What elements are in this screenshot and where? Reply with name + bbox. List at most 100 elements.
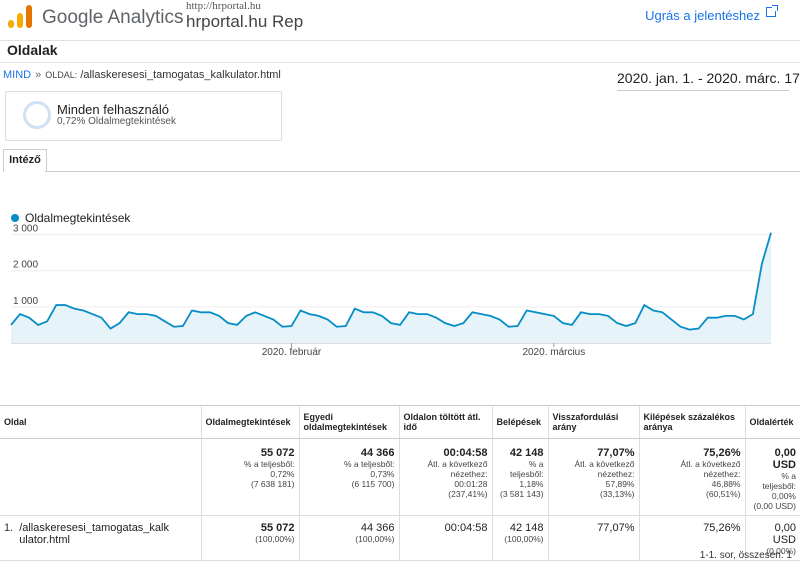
property-url[interactable]: http://hrportal.hu — [186, 0, 261, 12]
totals-subtext: (3 581 143) — [500, 489, 544, 499]
totals-subtext: 46,88% — [711, 479, 741, 489]
top-bar — [0, 0, 800, 41]
totals-value: 0,00 USD — [772, 447, 796, 471]
totals-value: 44 366 — [360, 447, 395, 459]
totals-subtext: nézethez: — [597, 469, 635, 479]
metric-percent: (100,00%) — [504, 534, 544, 544]
column-header[interactable]: Belépések — [491, 405, 548, 439]
totals-subtext: % a teljesből: — [343, 459, 395, 469]
totals-subtext: 1,18% — [519, 479, 544, 489]
metric-cell: 77,07% — [547, 515, 639, 561]
totals-subtext: (6 115 700) — [351, 479, 395, 489]
breadcrumb-separator: » — [35, 69, 42, 81]
column-header[interactable]: Kilépések százalékos aránya — [638, 405, 745, 439]
totals-value: 77,07% — [597, 447, 635, 459]
metric-value: 00:04:58 — [444, 522, 488, 534]
totals-subtext: % a — [528, 459, 544, 469]
totals-cell: 0,00 USD% a teljesből: 0,00% (0,00 USD) — [744, 438, 800, 516]
column-header[interactable]: Oldalérték — [744, 405, 800, 439]
data-table: Oldal Oldalmegtekintések Egyedi oldalmegte… — [0, 405, 800, 561]
totals-subtext: teljesből: — [762, 481, 796, 491]
column-header[interactable]: Oldal — [0, 405, 201, 439]
totals-value: 55 072 — [260, 447, 295, 459]
totals-subtext: Átl. a következő — [680, 459, 741, 469]
totals-subtext: nézethez: — [450, 469, 488, 479]
totals-value: 00:04:58 — [443, 447, 488, 459]
metric-value: 77,07% — [597, 522, 635, 534]
segment-subtitle: 0,72% Oldalmegtekintések — [57, 116, 176, 127]
totals-subtext: 0,72% — [270, 469, 295, 479]
metric-percent: (100,00%) — [255, 534, 295, 544]
totals-subtext: Átl. a következő — [427, 459, 488, 469]
totals-subtext: (0,00 USD) — [753, 501, 796, 511]
column-header[interactable]: Oldalon töltött átl. idő — [398, 405, 492, 439]
totals-subtext: % a teljesből: — [243, 459, 295, 469]
breadcrumb: MIND» OLDAL: /allaskeresesi_tamogatas_kal… — [3, 69, 281, 81]
page-cell: 1. /allaskeresesi_tamogatas_kalkulator.ht… — [0, 515, 201, 561]
totals-cell: 77,07% Átl. a következő nézethez: 57,89% (33… — [547, 438, 639, 516]
date-range-picker[interactable]: 2020. jan. 1. - 2020. márc. 17. — [617, 70, 800, 86]
table-header-row: Oldal Oldalmegtekintések Egyedi oldalmegte… — [0, 405, 800, 439]
metric-value: 75,26% — [703, 522, 741, 534]
jump-to-report-link[interactable]: Ugrás a jelentéshez — [645, 8, 760, 23]
metric-value: 55 072 — [260, 522, 295, 534]
tab-explorer[interactable]: Intéző — [3, 149, 47, 172]
metric-value: 42 148 — [509, 522, 544, 534]
legend-series-name[interactable]: Oldalmegtekintések — [25, 211, 131, 225]
totals-subtext: nézethez: — [703, 469, 741, 479]
metric-value: 44 366 — [360, 522, 395, 534]
breadcrumb-value: /allaskeresesi_tamogatas_kalkulator.html — [80, 69, 281, 81]
line-chart: 1 000 2 000 3 000 2020. február 2020. márci… — [10, 224, 772, 358]
tab-divider — [45, 171, 800, 172]
series-area — [11, 232, 771, 343]
segment-name: Minden felhasználó — [57, 102, 170, 117]
analytics-logo-icon[interactable] — [7, 4, 33, 35]
metric-percent: (100,00%) — [355, 534, 395, 544]
series-line — [10, 232, 772, 331]
column-header[interactable]: Visszafordulási arány — [547, 405, 639, 439]
segment-card[interactable]: Minden felhasználó 0,72% Oldalmegtekinté… — [5, 91, 282, 141]
totals-cell: 00:04:58 Átl. a következő nézethez: 00:01:2… — [398, 438, 492, 516]
totals-cell: 42 148% a teljesből: 1,18% (3 581 143) — [491, 438, 548, 516]
totals-cell: 44 366% a teljesből: 0,73% (6 115 700) — [298, 438, 399, 516]
totals-subtext: 00:01:28 — [454, 479, 488, 489]
breadcrumb-label: OLDAL: — [45, 70, 78, 80]
table-row: 1. /allaskeresesi_tamogatas_kalkulator.ht… — [0, 515, 800, 561]
page-link[interactable]: /allaskeresesi_tamogatas_kalkulator.html — [19, 522, 169, 546]
totals-subtext: (60,51%) — [706, 489, 741, 499]
y-tick-label: 2 000 — [13, 260, 38, 271]
totals-subtext: (33,13%) — [600, 489, 635, 499]
metric-cell: 75,26% — [638, 515, 745, 561]
external-link-icon[interactable] — [766, 5, 778, 17]
metric-cell: 44 366 (100,00%) — [298, 515, 399, 561]
property-name[interactable]: hrportal.hu Rep — [186, 12, 304, 31]
totals-subtext: 0,00% — [771, 491, 796, 501]
totals-subtext: (237,41%) — [448, 489, 488, 499]
row-count-footer: 1-1. sor, összesen: 1 — [699, 550, 792, 561]
app-name: Google Analytics — [42, 7, 184, 28]
metric-cell: 55 072 (100,00%) — [200, 515, 299, 561]
totals-subtext: (7 638 181) — [251, 479, 295, 489]
y-tick-label: 1 000 — [13, 296, 38, 307]
column-header[interactable]: Egyedi oldalmegtekintések — [298, 405, 399, 439]
metric-value: 0,00 USD — [772, 522, 796, 546]
metric-cell: 00:04:58 — [398, 515, 492, 561]
breadcrumb-root-link[interactable]: MIND — [3, 69, 32, 81]
totals-subtext: 0,73% — [370, 469, 395, 479]
y-tick-label: 3 000 — [13, 224, 38, 235]
segment-ring-icon — [23, 101, 51, 129]
x-tick-label: 2020. március — [522, 347, 585, 358]
metric-cell: 42 148 (100,00%) — [491, 515, 548, 561]
totals-cell — [0, 438, 201, 516]
totals-cell: 75,26% Átl. a következő nézethez: 46,88% (60… — [638, 438, 745, 516]
row-index: 1. — [4, 522, 14, 534]
totals-subtext: Átl. a következő — [574, 459, 635, 469]
metric-percent: (0,00%) — [766, 546, 796, 556]
date-range-underline — [617, 90, 789, 91]
series-line-group — [10, 232, 772, 331]
x-tick-label: 2020. február — [262, 347, 322, 358]
legend-dot-icon — [11, 214, 19, 222]
divider — [0, 62, 800, 63]
metric-cell: 0,00 USD (0,00%) — [744, 515, 800, 561]
column-header[interactable]: Oldalmegtekintések — [200, 405, 299, 439]
